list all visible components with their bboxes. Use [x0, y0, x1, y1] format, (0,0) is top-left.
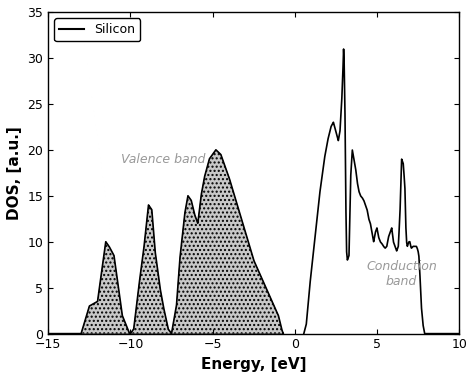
- Legend: Silicon: Silicon: [55, 18, 140, 41]
- Text: Conduction
band: Conduction band: [366, 260, 437, 288]
- Y-axis label: DOS, [a.u.]: DOS, [a.u.]: [7, 126, 22, 220]
- Text: Valence band: Valence band: [121, 152, 205, 166]
- X-axis label: Energy, [eV]: Energy, [eV]: [201, 357, 306, 372]
